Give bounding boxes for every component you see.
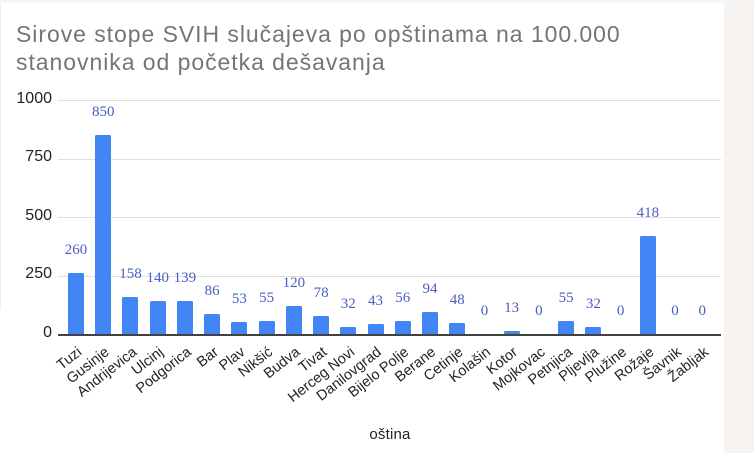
- bar-value-label: 32: [585, 295, 601, 312]
- bar-value-label: 56: [395, 289, 411, 306]
- y-axis-tick-label: 1000: [16, 89, 52, 107]
- bar-value-label: 43: [368, 292, 384, 309]
- bar-Tivat[interactable]: [313, 315, 330, 334]
- bar-value-label: 78: [313, 284, 329, 301]
- bar-value-label: 140: [146, 270, 169, 287]
- gridline-1000: [58, 100, 721, 101]
- bar-value-label: 55: [259, 290, 275, 307]
- left-edge-line: [0, 0, 1, 310]
- bar-value-label: 0: [671, 303, 679, 319]
- bar-Ulcinj[interactable]: [149, 301, 166, 334]
- y-axis-tick-label: 500: [25, 206, 52, 224]
- bar-value-label: 32: [340, 295, 356, 312]
- bar-value-label: 94: [422, 281, 438, 297]
- top-edge-strip: [0, 0, 754, 3]
- bar-value-label: 13: [504, 299, 520, 316]
- bar-Cetinje[interactable]: [449, 322, 466, 334]
- bar-value-label: 418: [636, 205, 660, 222]
- y-axis-tick-label: 750: [25, 148, 52, 166]
- bar-Petnjica[interactable]: [558, 321, 575, 334]
- x-axis-line: [58, 333, 721, 336]
- y-axis-tick-label: 250: [25, 265, 52, 283]
- bar-Tuzi[interactable]: [68, 273, 84, 334]
- bar-Podgorica[interactable]: [176, 301, 193, 334]
- bar-Pljevlja[interactable]: [585, 326, 602, 334]
- bar-Berane[interactable]: [421, 312, 438, 334]
- gridline-750: [58, 158, 721, 160]
- page-side-background: [724, 0, 754, 453]
- x-axis-title: oština: [369, 426, 411, 443]
- bar-Kotor[interactable]: [503, 330, 520, 334]
- bar-value-label: 0: [480, 303, 489, 319]
- bar-Andrijevica[interactable]: [122, 297, 139, 334]
- bar-Danilovgrad[interactable]: [367, 323, 384, 334]
- bar-value-label: 260: [64, 242, 88, 259]
- bar-Nikšić[interactable]: [258, 321, 275, 334]
- bar-value-label: 0: [698, 303, 707, 319]
- gridline-250: [58, 275, 721, 277]
- chart-title: Sirove stope SVIH slučajeva po opštinama…: [16, 21, 621, 75]
- bar-value-label: 53: [231, 290, 247, 307]
- bar-value-label: 55: [558, 290, 574, 307]
- bar-Bar[interactable]: [204, 313, 221, 334]
- bar-Herceg Novi[interactable]: [340, 326, 357, 334]
- y-axis-tick-label: 0: [43, 323, 52, 341]
- bar-value-label: 120: [282, 274, 306, 291]
- bar-value-label: 0: [535, 303, 543, 319]
- bar-value-label: 0: [616, 303, 625, 319]
- bar-value-label: 139: [173, 270, 197, 287]
- bar-Bijelo Polje[interactable]: [394, 320, 411, 334]
- bar-Gusinje[interactable]: [95, 135, 112, 334]
- bar-value-label: 850: [91, 104, 115, 121]
- bar-value-label: 158: [119, 266, 142, 283]
- gridline-500: [58, 217, 721, 218]
- bar-value-label: 48: [449, 291, 465, 308]
- bar-Rožaje[interactable]: [639, 236, 656, 334]
- bar-Budva[interactable]: [285, 305, 302, 334]
- x-axis-tick-label: Bar: [193, 343, 222, 371]
- bar-Plav[interactable]: [231, 321, 248, 334]
- bar-value-label: 86: [204, 282, 220, 299]
